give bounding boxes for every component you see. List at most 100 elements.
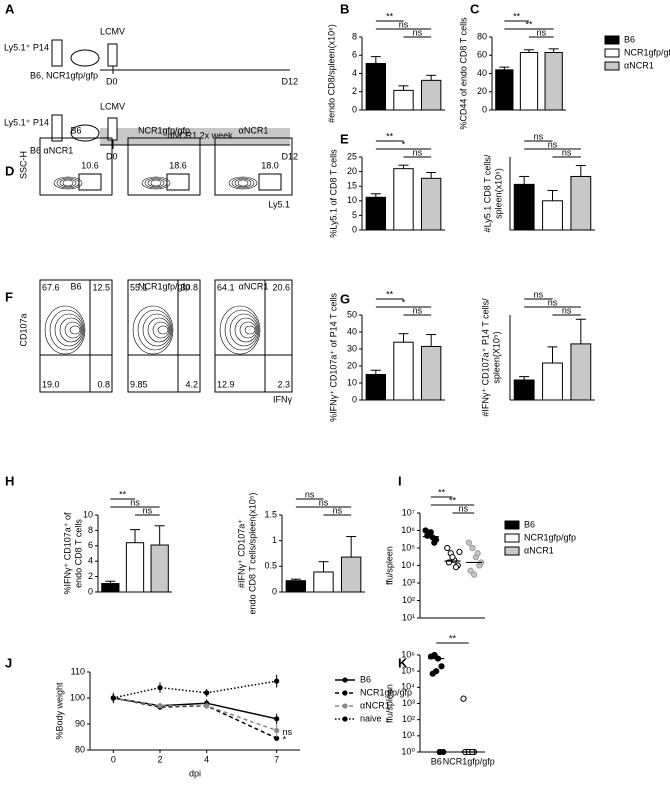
point: [431, 539, 438, 546]
gate-value: 18.0: [261, 160, 279, 170]
bar: [125, 542, 145, 593]
significance-label: **: [386, 289, 394, 299]
point: [433, 668, 440, 675]
bar: [101, 583, 120, 593]
contour: [44, 305, 86, 355]
gate: [258, 173, 282, 191]
y-tick-label: 80: [75, 744, 85, 754]
axis-label: Ly5.1: [268, 199, 290, 209]
y-tick-label: 10³: [402, 698, 415, 708]
donor: Ly5.1⁺ P14: [4, 42, 49, 52]
legend-marker: [342, 703, 348, 709]
significance-label: ns: [548, 139, 558, 149]
contour: [229, 313, 259, 347]
panel-letter: K: [398, 655, 408, 670]
contour: [53, 176, 83, 190]
y-tick-label: 8: [352, 31, 357, 41]
quadrant-value: 0.8: [97, 379, 110, 389]
point: [274, 716, 280, 722]
flow-plot: [39, 279, 113, 393]
point: [274, 727, 280, 734]
treatment-bar: [100, 128, 290, 145]
panel-letter: E: [340, 131, 349, 146]
y-tick-label: 10²: [402, 714, 415, 724]
significance-label: *: [402, 139, 406, 149]
contour: [141, 176, 171, 190]
significance-label: **: [449, 495, 457, 505]
bar: [285, 580, 307, 593]
point: [274, 735, 280, 741]
quadrant-value: 19.0: [42, 379, 60, 389]
point: [449, 554, 456, 561]
quadrant-value: 55.1: [130, 282, 148, 292]
plot-title: NCR1gfp/gfp: [138, 125, 190, 135]
contour: [239, 321, 257, 339]
legend-swatch: [504, 520, 520, 530]
end: D12: [281, 151, 298, 161]
y-tick-label: 4: [88, 556, 93, 566]
axis-label: CD107a: [18, 313, 28, 346]
legend-swatch: [604, 35, 620, 45]
point: [438, 663, 445, 670]
y-tick-label: 40: [347, 326, 357, 336]
bar: [542, 200, 563, 231]
flow-plot: [214, 279, 293, 393]
y-tick-label: 80: [477, 31, 487, 41]
contour: [59, 178, 77, 188]
bar: [513, 183, 535, 231]
bar: [313, 571, 334, 593]
legend-label: NCR1gfp/gfp: [624, 47, 670, 57]
quadrant-value: 12.5: [92, 282, 110, 292]
infection: LCMV: [100, 101, 125, 111]
bar: [365, 196, 387, 231]
y-tick-label: 10⁴: [401, 560, 415, 570]
axis-label: spleen(X10⁵): [491, 331, 501, 383]
y-tick-label: 1.5: [264, 509, 277, 519]
syringe: [51, 39, 63, 67]
gate: [166, 173, 190, 191]
significance-label: ns: [143, 505, 153, 515]
panel-letter: G: [340, 291, 350, 306]
y-tick-label: 0: [352, 224, 357, 234]
bar: [513, 379, 535, 401]
significance-label: **: [525, 19, 533, 29]
x-tick-label: 7: [274, 754, 279, 764]
flow-plot: [39, 137, 113, 196]
panel-letter: H: [5, 473, 14, 488]
contour: [224, 309, 260, 351]
significance-label: ns: [534, 289, 544, 299]
quadrant-value: 9.85: [130, 379, 148, 389]
significance-label: *: [402, 297, 406, 307]
significance-label: **: [449, 633, 457, 643]
legend-swatch: [504, 546, 520, 556]
panel-letter: J: [5, 655, 12, 670]
point: [474, 550, 481, 557]
point: [422, 527, 429, 534]
y-tick-label: 10⁵: [401, 666, 415, 676]
contour: [137, 309, 173, 351]
significance-label: ns: [537, 27, 547, 37]
significance-label: ns: [534, 131, 544, 141]
point: [204, 690, 210, 696]
y-tick-label: 100: [70, 692, 85, 702]
contour: [59, 317, 83, 343]
y-tick-label: 6: [352, 50, 357, 60]
y-tick-label: 10¹: [402, 730, 415, 740]
gate-value: 10.6: [81, 160, 99, 170]
y-tick-label: 10⁰: [401, 746, 415, 756]
axis-label: dpi: [189, 768, 201, 778]
syringe: [51, 114, 63, 142]
significance-label: **: [386, 131, 394, 141]
significance-label: **: [513, 11, 521, 21]
start: D0: [106, 76, 118, 86]
bar: [420, 79, 442, 111]
quadrant-value: 64.1: [217, 282, 235, 292]
panel-letter: I: [398, 473, 402, 488]
significance-label: ns: [459, 503, 469, 513]
panel-letter: C: [470, 1, 480, 16]
contour: [54, 313, 84, 347]
y-tick-label: 10: [347, 195, 357, 205]
point: [204, 703, 210, 709]
y-tick-label: 15: [347, 181, 357, 191]
